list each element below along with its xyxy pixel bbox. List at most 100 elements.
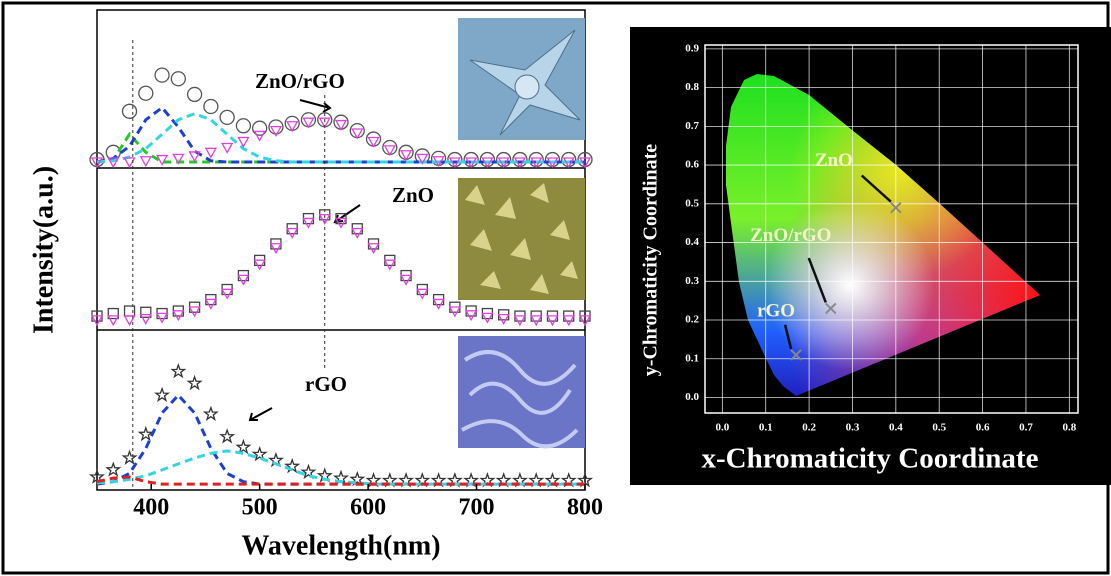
y-tick-label: 0.1 xyxy=(685,352,699,364)
data-point xyxy=(544,151,561,168)
leader-line xyxy=(860,174,892,203)
x-tick-label: 400 xyxy=(133,495,169,521)
point-label: ZnO xyxy=(815,150,853,171)
y-tick-label: 0.3 xyxy=(685,275,699,287)
data-point xyxy=(398,144,414,160)
data-point xyxy=(497,313,510,325)
data-point xyxy=(121,103,138,119)
data-point xyxy=(528,151,544,168)
data-point xyxy=(463,151,479,168)
data-point xyxy=(890,201,902,214)
data-point xyxy=(318,213,331,225)
data-point xyxy=(123,315,136,327)
data-point xyxy=(790,349,802,361)
data-point xyxy=(432,156,445,168)
data-point xyxy=(416,153,429,165)
data-point xyxy=(286,227,299,239)
label-arrow xyxy=(248,407,273,421)
data-point xyxy=(269,125,283,137)
x-tick-label: 0.4 xyxy=(889,422,903,434)
x-tick-label: 600 xyxy=(350,495,386,521)
leader-line xyxy=(807,257,827,303)
label-arrow xyxy=(333,204,361,224)
data-point xyxy=(170,71,186,87)
x-tick-label: 500 xyxy=(242,495,278,521)
sem-inset xyxy=(458,18,585,140)
data-point xyxy=(137,425,154,442)
panel-label: rGO xyxy=(305,372,347,396)
x-tick-label: 700 xyxy=(459,495,495,521)
data-point xyxy=(383,145,396,157)
data-point xyxy=(284,115,300,132)
data-point xyxy=(481,157,494,169)
data-point xyxy=(334,119,348,131)
data-point xyxy=(235,438,252,455)
data-point xyxy=(172,153,185,165)
data-point xyxy=(530,157,543,169)
data-point xyxy=(251,445,268,462)
data-point xyxy=(90,157,104,169)
data-point xyxy=(302,117,315,129)
data-point xyxy=(562,157,575,169)
label-arrow xyxy=(299,99,332,113)
x-tick-label: 0.0 xyxy=(715,422,729,434)
x-axis-label: x-Chromaticity Coordinate xyxy=(702,443,1039,475)
data-point xyxy=(546,315,559,327)
x-tick-label: 0.6 xyxy=(976,422,990,434)
data-point xyxy=(302,217,315,229)
data-point xyxy=(562,315,575,327)
y-tick-label: 0.0 xyxy=(685,391,699,403)
data-point xyxy=(334,217,348,229)
data-point xyxy=(107,315,120,327)
data-point xyxy=(286,121,299,133)
data-point xyxy=(367,136,380,148)
data-point xyxy=(188,151,201,163)
data-point xyxy=(221,142,234,154)
data-point xyxy=(121,449,138,465)
data-point xyxy=(333,114,349,130)
x-tick-label: 0.8 xyxy=(1062,422,1076,434)
data-point xyxy=(235,118,252,134)
data-point xyxy=(154,386,171,403)
data-point xyxy=(578,157,592,169)
sem-inset xyxy=(458,336,585,449)
data-point xyxy=(203,98,219,115)
x-tick-label: 0.1 xyxy=(759,422,773,434)
data-point xyxy=(252,120,268,136)
cie-frame xyxy=(704,44,1079,414)
data-point xyxy=(465,157,478,169)
data-point xyxy=(186,374,203,391)
fit-curve xyxy=(96,475,585,486)
data-point xyxy=(172,310,185,322)
x-tick-label: 0.7 xyxy=(1019,422,1033,434)
data-point xyxy=(399,150,413,162)
data-point xyxy=(269,243,283,255)
y-tick-label: 0.6 xyxy=(685,159,699,171)
data-point xyxy=(465,310,478,322)
data-point xyxy=(253,130,266,142)
panel-label: ZnO/rGO xyxy=(255,69,345,93)
data-point xyxy=(186,86,203,103)
x-tick-label: 0.5 xyxy=(932,422,946,434)
data-point xyxy=(497,157,510,169)
data-point xyxy=(546,157,559,169)
y-tick-label: 0.4 xyxy=(685,236,699,248)
data-point xyxy=(825,302,837,315)
panel-label: ZnO xyxy=(392,183,434,207)
data-point xyxy=(105,461,122,477)
leader-line xyxy=(783,324,793,350)
data-point xyxy=(123,157,136,169)
data-point xyxy=(447,151,463,168)
x-tick-label: 0.3 xyxy=(846,422,860,434)
data-point xyxy=(139,156,152,168)
cie-gamut xyxy=(726,74,1040,396)
data-point xyxy=(204,147,217,159)
data-point xyxy=(349,470,366,487)
data-point xyxy=(530,315,543,327)
x-axis-label: Wavelength(nm) xyxy=(241,530,440,561)
data-point xyxy=(219,109,235,125)
data-point xyxy=(138,85,154,101)
data-point xyxy=(367,243,380,255)
